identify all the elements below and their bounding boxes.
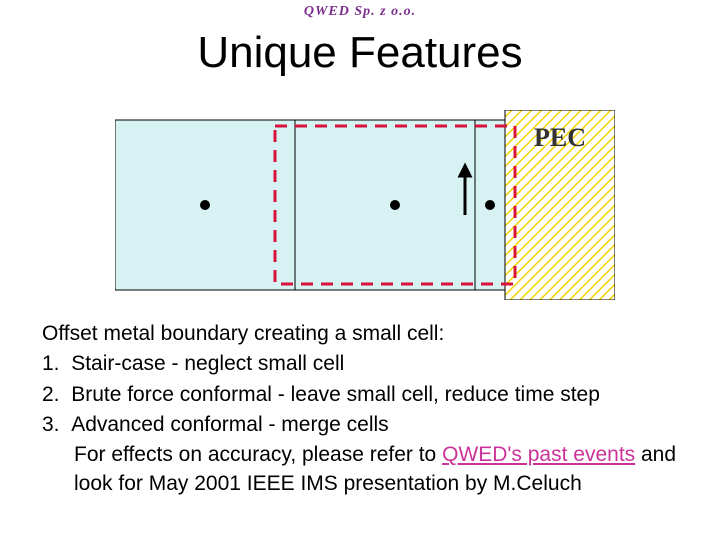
list-item-1: 1. Stair-case - neglect small cell xyxy=(42,350,682,378)
intro-line: Offset metal boundary creating a small c… xyxy=(42,320,682,348)
list-item-3: 3. Advanced conformal - merge cells xyxy=(42,411,682,439)
item-text: Advanced conformal - merge cells xyxy=(71,413,388,436)
item-number: 1. xyxy=(42,352,60,375)
boundary-diagram: PEC xyxy=(115,110,615,300)
list-item-2: 2. Brute force conformal - leave small c… xyxy=(42,381,682,409)
company-logo: QWED Sp. z o.o. xyxy=(304,4,416,20)
body-text: Offset metal boundary creating a small c… xyxy=(42,320,682,500)
item-text: Brute force conformal - leave small cell… xyxy=(71,383,600,406)
slide: QWED Sp. z o.o. Unique Features PEC Offs… xyxy=(0,0,720,540)
footer-prefix: For effects on accuracy, please refer to xyxy=(74,443,442,466)
item-number: 2. xyxy=(42,383,60,406)
item-text: Stair-case - neglect small cell xyxy=(71,352,344,375)
slide-title: Unique Features xyxy=(0,28,720,78)
item-number: 3. xyxy=(42,413,60,436)
past-events-link[interactable]: QWED's past events xyxy=(442,443,635,466)
footer-line: For effects on accuracy, please refer to… xyxy=(42,441,682,498)
pec-label: PEC xyxy=(534,123,586,152)
